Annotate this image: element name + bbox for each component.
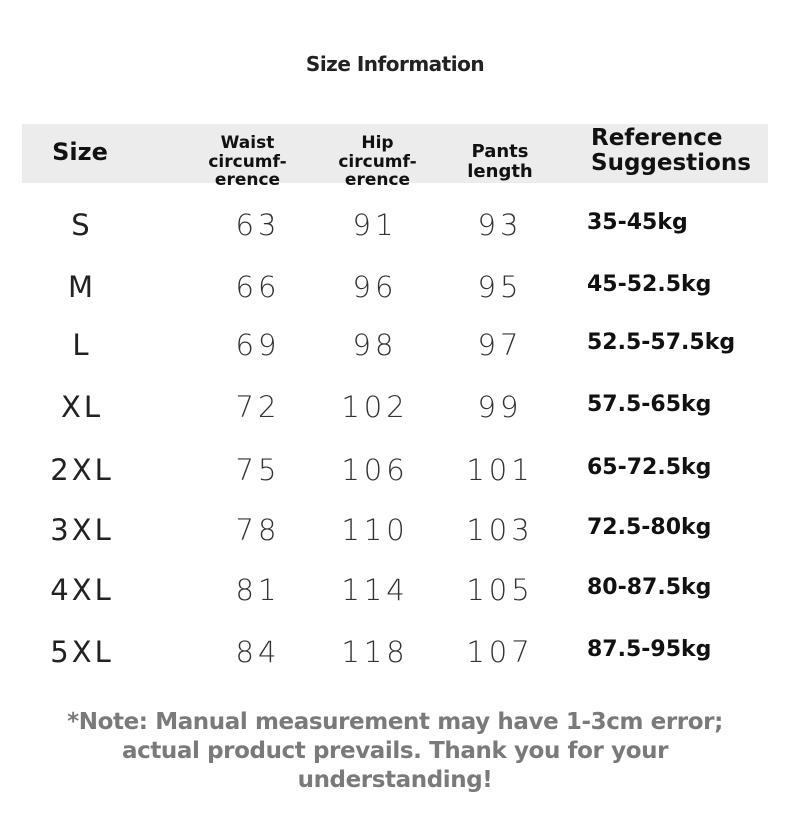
measure-cell: 66: [235, 270, 281, 304]
measure-cell: 118: [341, 635, 409, 669]
reference-cell: 72.5-80kg: [587, 515, 712, 540]
reference-cell: 87.5-95kg: [587, 637, 712, 662]
measure-cell: 101: [466, 453, 534, 487]
measure-cell: 103: [466, 513, 534, 547]
measure-cell: 84: [235, 635, 281, 669]
measure-cell: 102: [341, 390, 409, 424]
measure-cell: 95: [477, 270, 523, 304]
size-cell: 3XL: [50, 513, 114, 547]
size-cell: S: [71, 208, 93, 242]
measure-cell: 63: [235, 208, 281, 242]
reference-cell: 35-45kg: [587, 210, 688, 235]
measure-cell: 98: [352, 328, 398, 362]
measure-cell: 99: [477, 390, 523, 424]
measure-cell: 91: [352, 208, 398, 242]
column-header: Hip circumf- erence: [338, 133, 417, 191]
measure-cell: 105: [466, 573, 534, 607]
reference-cell: 52.5-57.5kg: [587, 330, 736, 355]
reference-cell: 80-87.5kg: [587, 575, 712, 600]
measure-cell: 106: [341, 453, 409, 487]
measure-cell: 69: [235, 328, 281, 362]
size-cell: XL: [60, 390, 104, 424]
measure-cell: 107: [466, 635, 534, 669]
reference-cell: 45-52.5kg: [587, 272, 712, 297]
measure-cell: 96: [352, 270, 398, 304]
measure-cell: 93: [477, 208, 523, 242]
reference-cell: 57.5-65kg: [587, 392, 712, 417]
measure-cell: 81: [235, 573, 281, 607]
size-cell: 4XL: [50, 573, 114, 607]
title: Size Information: [305, 52, 485, 76]
reference-cell: 65-72.5kg: [587, 455, 712, 480]
measure-cell: 72: [235, 390, 281, 424]
measure-cell: 75: [235, 453, 281, 487]
size-cell: L: [72, 328, 92, 362]
column-header: Reference Suggestions: [591, 125, 751, 177]
measure-cell: 78: [235, 513, 281, 547]
column-header: Pants length: [467, 141, 533, 182]
note: *Note: Manual measurement may have 1-3cm…: [67, 709, 723, 793]
measure-cell: 110: [341, 513, 409, 547]
measure-cell: 97: [477, 328, 523, 362]
header-band: [22, 124, 768, 183]
size-cell: 2XL: [50, 453, 114, 487]
measure-cell: 114: [341, 573, 409, 607]
column-header: Waist circumf- erence: [208, 133, 287, 191]
size-cell: M: [67, 270, 97, 304]
column-header: Size: [52, 138, 108, 166]
size-cell: 5XL: [50, 635, 114, 669]
